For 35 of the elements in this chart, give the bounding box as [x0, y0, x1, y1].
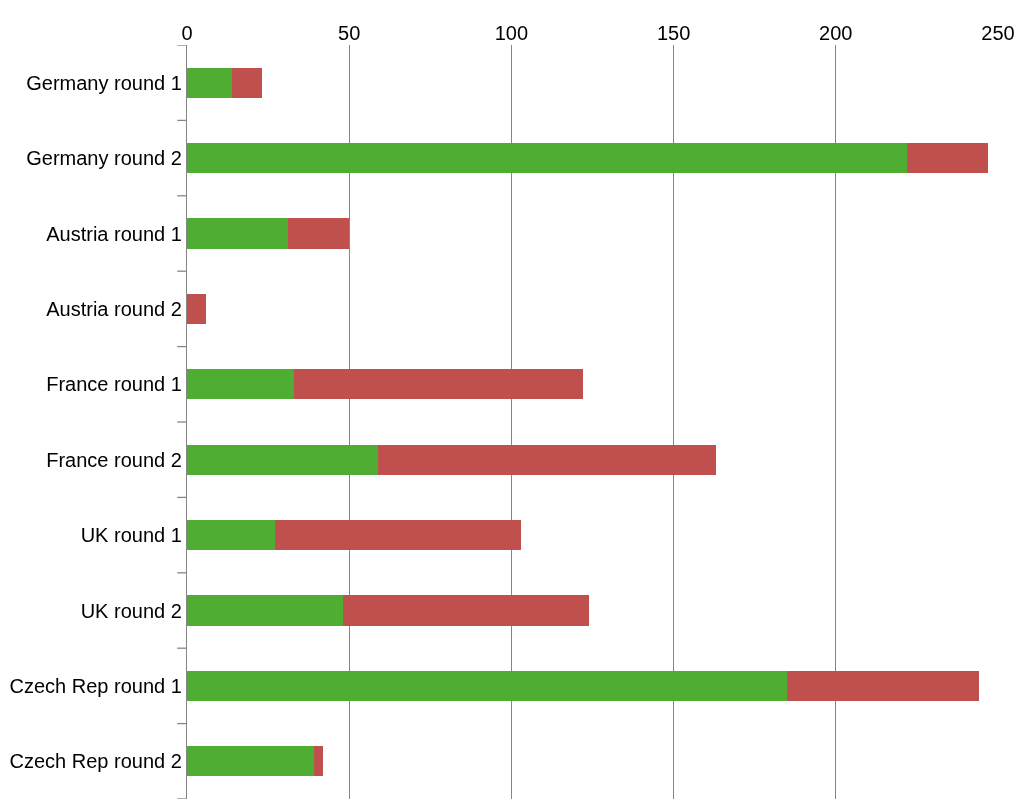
bar: [187, 595, 343, 626]
y-tick-label: Austria round 1: [46, 222, 182, 245]
x-tick-label: 150: [656, 22, 691, 44]
y-tick-label: Germany round 2: [26, 147, 182, 170]
bar: [232, 67, 262, 98]
bar: [787, 670, 979, 701]
bar: [294, 369, 583, 400]
bar: [187, 746, 314, 777]
y-tick-label: France round 2: [46, 448, 182, 471]
bar: [313, 746, 324, 777]
bar: [187, 444, 379, 475]
bar: [342, 595, 590, 626]
y-tick-label: Austria round 2: [46, 297, 182, 320]
y-tick-label: Czech Rep round 2: [9, 750, 182, 773]
bar: [378, 444, 716, 475]
x-tick-label: 250: [981, 22, 1015, 44]
bar: [187, 520, 275, 551]
y-tick-label: Germany round 1: [26, 71, 182, 94]
bar: [187, 369, 295, 400]
bar: [907, 143, 989, 174]
y-tick-label: UK round 2: [80, 599, 182, 622]
y-tick-label: UK round 1: [80, 524, 182, 547]
bar: [187, 218, 288, 249]
x-tick-label: 100: [494, 22, 529, 44]
bar: [187, 143, 908, 174]
x-tick-label: 50: [338, 22, 361, 44]
y-tick-label: France round 1: [46, 373, 182, 396]
bar: [187, 670, 788, 701]
bar: [274, 520, 522, 551]
y-tick-label: Czech Rep round 1: [9, 674, 182, 697]
bar: [187, 67, 233, 98]
bar: [287, 218, 350, 249]
x-tick-label: 0: [181, 22, 193, 44]
x-tick-label: 200: [819, 22, 853, 44]
bar: [187, 293, 207, 324]
